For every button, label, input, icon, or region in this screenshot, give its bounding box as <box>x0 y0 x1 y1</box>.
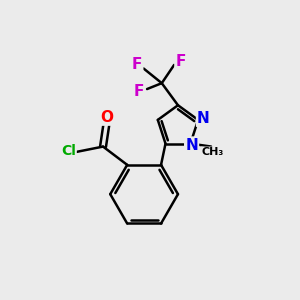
Text: F: F <box>132 56 142 71</box>
Text: F: F <box>134 85 144 100</box>
Text: O: O <box>100 110 113 124</box>
Text: N: N <box>185 138 198 153</box>
Text: CH₃: CH₃ <box>201 147 224 158</box>
Text: Cl: Cl <box>61 144 76 158</box>
Text: N: N <box>197 111 210 126</box>
Text: F: F <box>176 54 186 69</box>
